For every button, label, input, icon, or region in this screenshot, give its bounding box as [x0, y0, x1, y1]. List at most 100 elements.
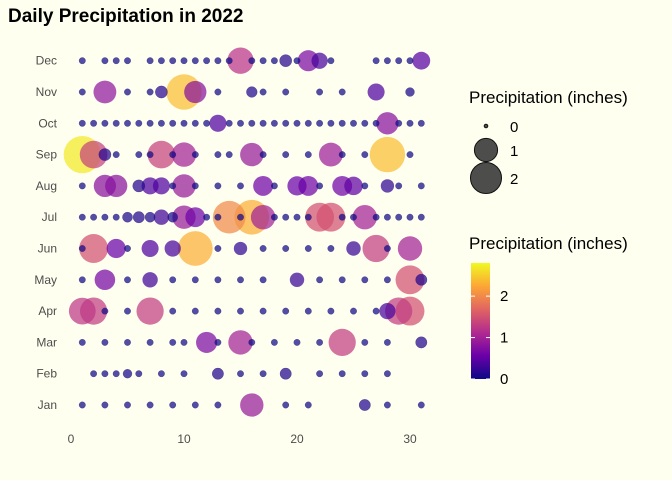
- precip-point-aug: [78, 182, 86, 190]
- x-tick-label: 10: [177, 432, 191, 446]
- precip-point-mar: [383, 338, 391, 346]
- precip-point-mar: [248, 338, 256, 346]
- precip-point-dec: [214, 57, 222, 65]
- precip-point-jul: [90, 213, 98, 221]
- precip-point-mar: [146, 338, 154, 346]
- precip-point-sep: [147, 140, 176, 169]
- precip-point-feb: [135, 370, 143, 378]
- precip-point-aug: [105, 174, 128, 198]
- precip-point-jan: [124, 401, 131, 409]
- month-label-jun: Jun: [38, 242, 57, 256]
- precip-point-oct: [406, 119, 414, 127]
- month-label-jul: Jul: [42, 210, 57, 224]
- precip-point-jan: [417, 401, 425, 409]
- precip-point-aug: [169, 182, 177, 190]
- precip-point-sep: [318, 142, 343, 167]
- precip-point-feb: [316, 370, 324, 378]
- precip-point-jun: [259, 245, 267, 252]
- precip-point-aug: [270, 182, 278, 190]
- precip-point-jul: [270, 213, 278, 221]
- precip-point-may: [169, 276, 177, 284]
- precip-point-dec: [279, 54, 293, 68]
- precip-point-sep: [171, 142, 197, 167]
- precip-point-apr: [282, 307, 290, 315]
- precip-point-may: [214, 276, 222, 284]
- precip-point-may: [94, 269, 116, 291]
- precip-point-feb: [112, 370, 120, 378]
- precip-point-sep: [259, 151, 267, 159]
- precip-point-dec: [327, 57, 335, 65]
- precip-point-jul: [153, 209, 170, 225]
- precip-point-aug: [152, 177, 170, 195]
- precip-point-jul: [212, 200, 246, 234]
- precip-point-jul: [214, 213, 222, 221]
- precip-point-jan: [282, 401, 290, 409]
- precip-point-may: [124, 276, 131, 284]
- precip-point-mar: [415, 336, 428, 349]
- precip-point-aug: [132, 179, 146, 193]
- precip-point-jan: [101, 401, 109, 409]
- precip-point-aug: [191, 182, 199, 190]
- precip-point-apr: [350, 307, 357, 315]
- precip-point-aug: [316, 182, 324, 190]
- precip-point-sep: [112, 151, 120, 159]
- precip-point-feb: [211, 367, 224, 380]
- precip-point-dec: [78, 57, 86, 65]
- size-legend-label: 2: [510, 171, 518, 188]
- chart-title: Daily Precipitation in 2022: [8, 6, 244, 27]
- precip-point-aug: [172, 174, 196, 198]
- precip-point-jan: [304, 401, 312, 409]
- size-legend-title: Precipitation (inches): [469, 88, 628, 107]
- precip-point-jul: [132, 211, 145, 224]
- precip-point-may: [338, 276, 346, 284]
- precip-point-may: [237, 276, 244, 284]
- precip-point-dec: [157, 57, 165, 65]
- precip-point-oct: [417, 119, 425, 127]
- precip-point-aug: [237, 182, 244, 190]
- precip-point-sep: [146, 151, 154, 159]
- precip-point-nov: [316, 88, 324, 96]
- precip-point-jun: [304, 245, 312, 252]
- precip-point-mar: [328, 328, 356, 357]
- precip-point-jun: [124, 245, 131, 252]
- precip-point-mar: [169, 338, 177, 346]
- precip-point-jan: [214, 401, 222, 409]
- precip-point-apr: [237, 307, 244, 315]
- precip-point-may: [142, 272, 158, 288]
- size-legend-key: [473, 137, 499, 163]
- precip-point-oct: [237, 119, 244, 127]
- precip-point-jul: [395, 213, 403, 221]
- precip-point-sep: [282, 151, 290, 159]
- precip-point-feb: [383, 370, 391, 378]
- precip-point-apr: [68, 297, 96, 325]
- precip-point-dec: [191, 57, 199, 65]
- precip-point-mar: [180, 338, 188, 346]
- month-label-nov: Nov: [36, 85, 57, 99]
- precip-point-dec: [383, 57, 391, 65]
- month-label-jan: Jan: [38, 398, 57, 412]
- month-label-apr: Apr: [38, 304, 57, 318]
- precip-point-dec: [101, 57, 109, 65]
- precip-point-feb: [361, 370, 369, 378]
- precip-point-jul: [293, 213, 301, 221]
- precip-point-oct: [282, 119, 290, 127]
- precip-point-aug: [344, 176, 363, 196]
- precip-point-aug: [361, 182, 369, 190]
- precip-point-sep: [191, 151, 199, 159]
- precip-point-jul: [372, 213, 380, 221]
- precip-point-jan: [240, 393, 264, 417]
- precip-point-oct: [316, 119, 324, 127]
- precip-point-mar: [316, 338, 324, 346]
- color-legend-bar: [471, 263, 490, 379]
- precip-point-dec: [248, 57, 256, 65]
- precip-point-jul: [282, 213, 290, 221]
- precip-point-oct: [270, 119, 278, 127]
- precip-point-jun: [397, 236, 423, 261]
- color-legend-label: 2: [500, 288, 508, 305]
- precip-point-jun: [383, 245, 391, 252]
- precip-point-jan: [383, 401, 391, 409]
- precip-point-sep: [304, 151, 312, 159]
- precip-point-sep: [98, 148, 112, 161]
- precip-point-nov: [246, 86, 258, 98]
